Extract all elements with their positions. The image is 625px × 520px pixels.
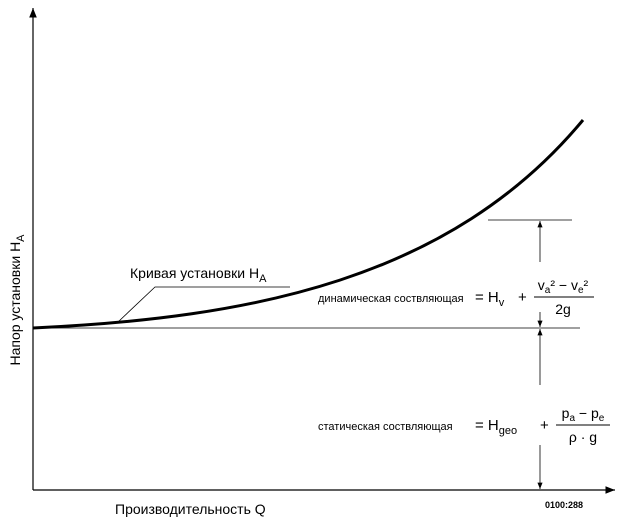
y-axis-label: Напор установки HA <box>7 234 27 366</box>
figure-code: 0100:288 <box>545 500 583 510</box>
static-plus: + <box>540 417 549 434</box>
dynamic-plus: + <box>518 289 527 306</box>
static-numerator: pa − pe <box>562 405 605 424</box>
dynamic-label: динамическая соствляющая <box>318 293 464 305</box>
dynamic-denominator: 2g <box>555 301 571 317</box>
static-symbol: = Hgeo <box>475 417 517 437</box>
dynamic-symbol: = Hv <box>475 289 505 309</box>
curve-label: Кривая установки HA <box>130 265 267 285</box>
dynamic-numerator: va² − ve² <box>538 277 589 296</box>
static-denominator: ρ · g <box>569 429 597 445</box>
x-axis-label: Производительность Q <box>115 501 266 517</box>
system-curve <box>32 119 585 330</box>
static-label: статическая соствляющая <box>318 421 453 433</box>
leader-line <box>117 286 290 323</box>
